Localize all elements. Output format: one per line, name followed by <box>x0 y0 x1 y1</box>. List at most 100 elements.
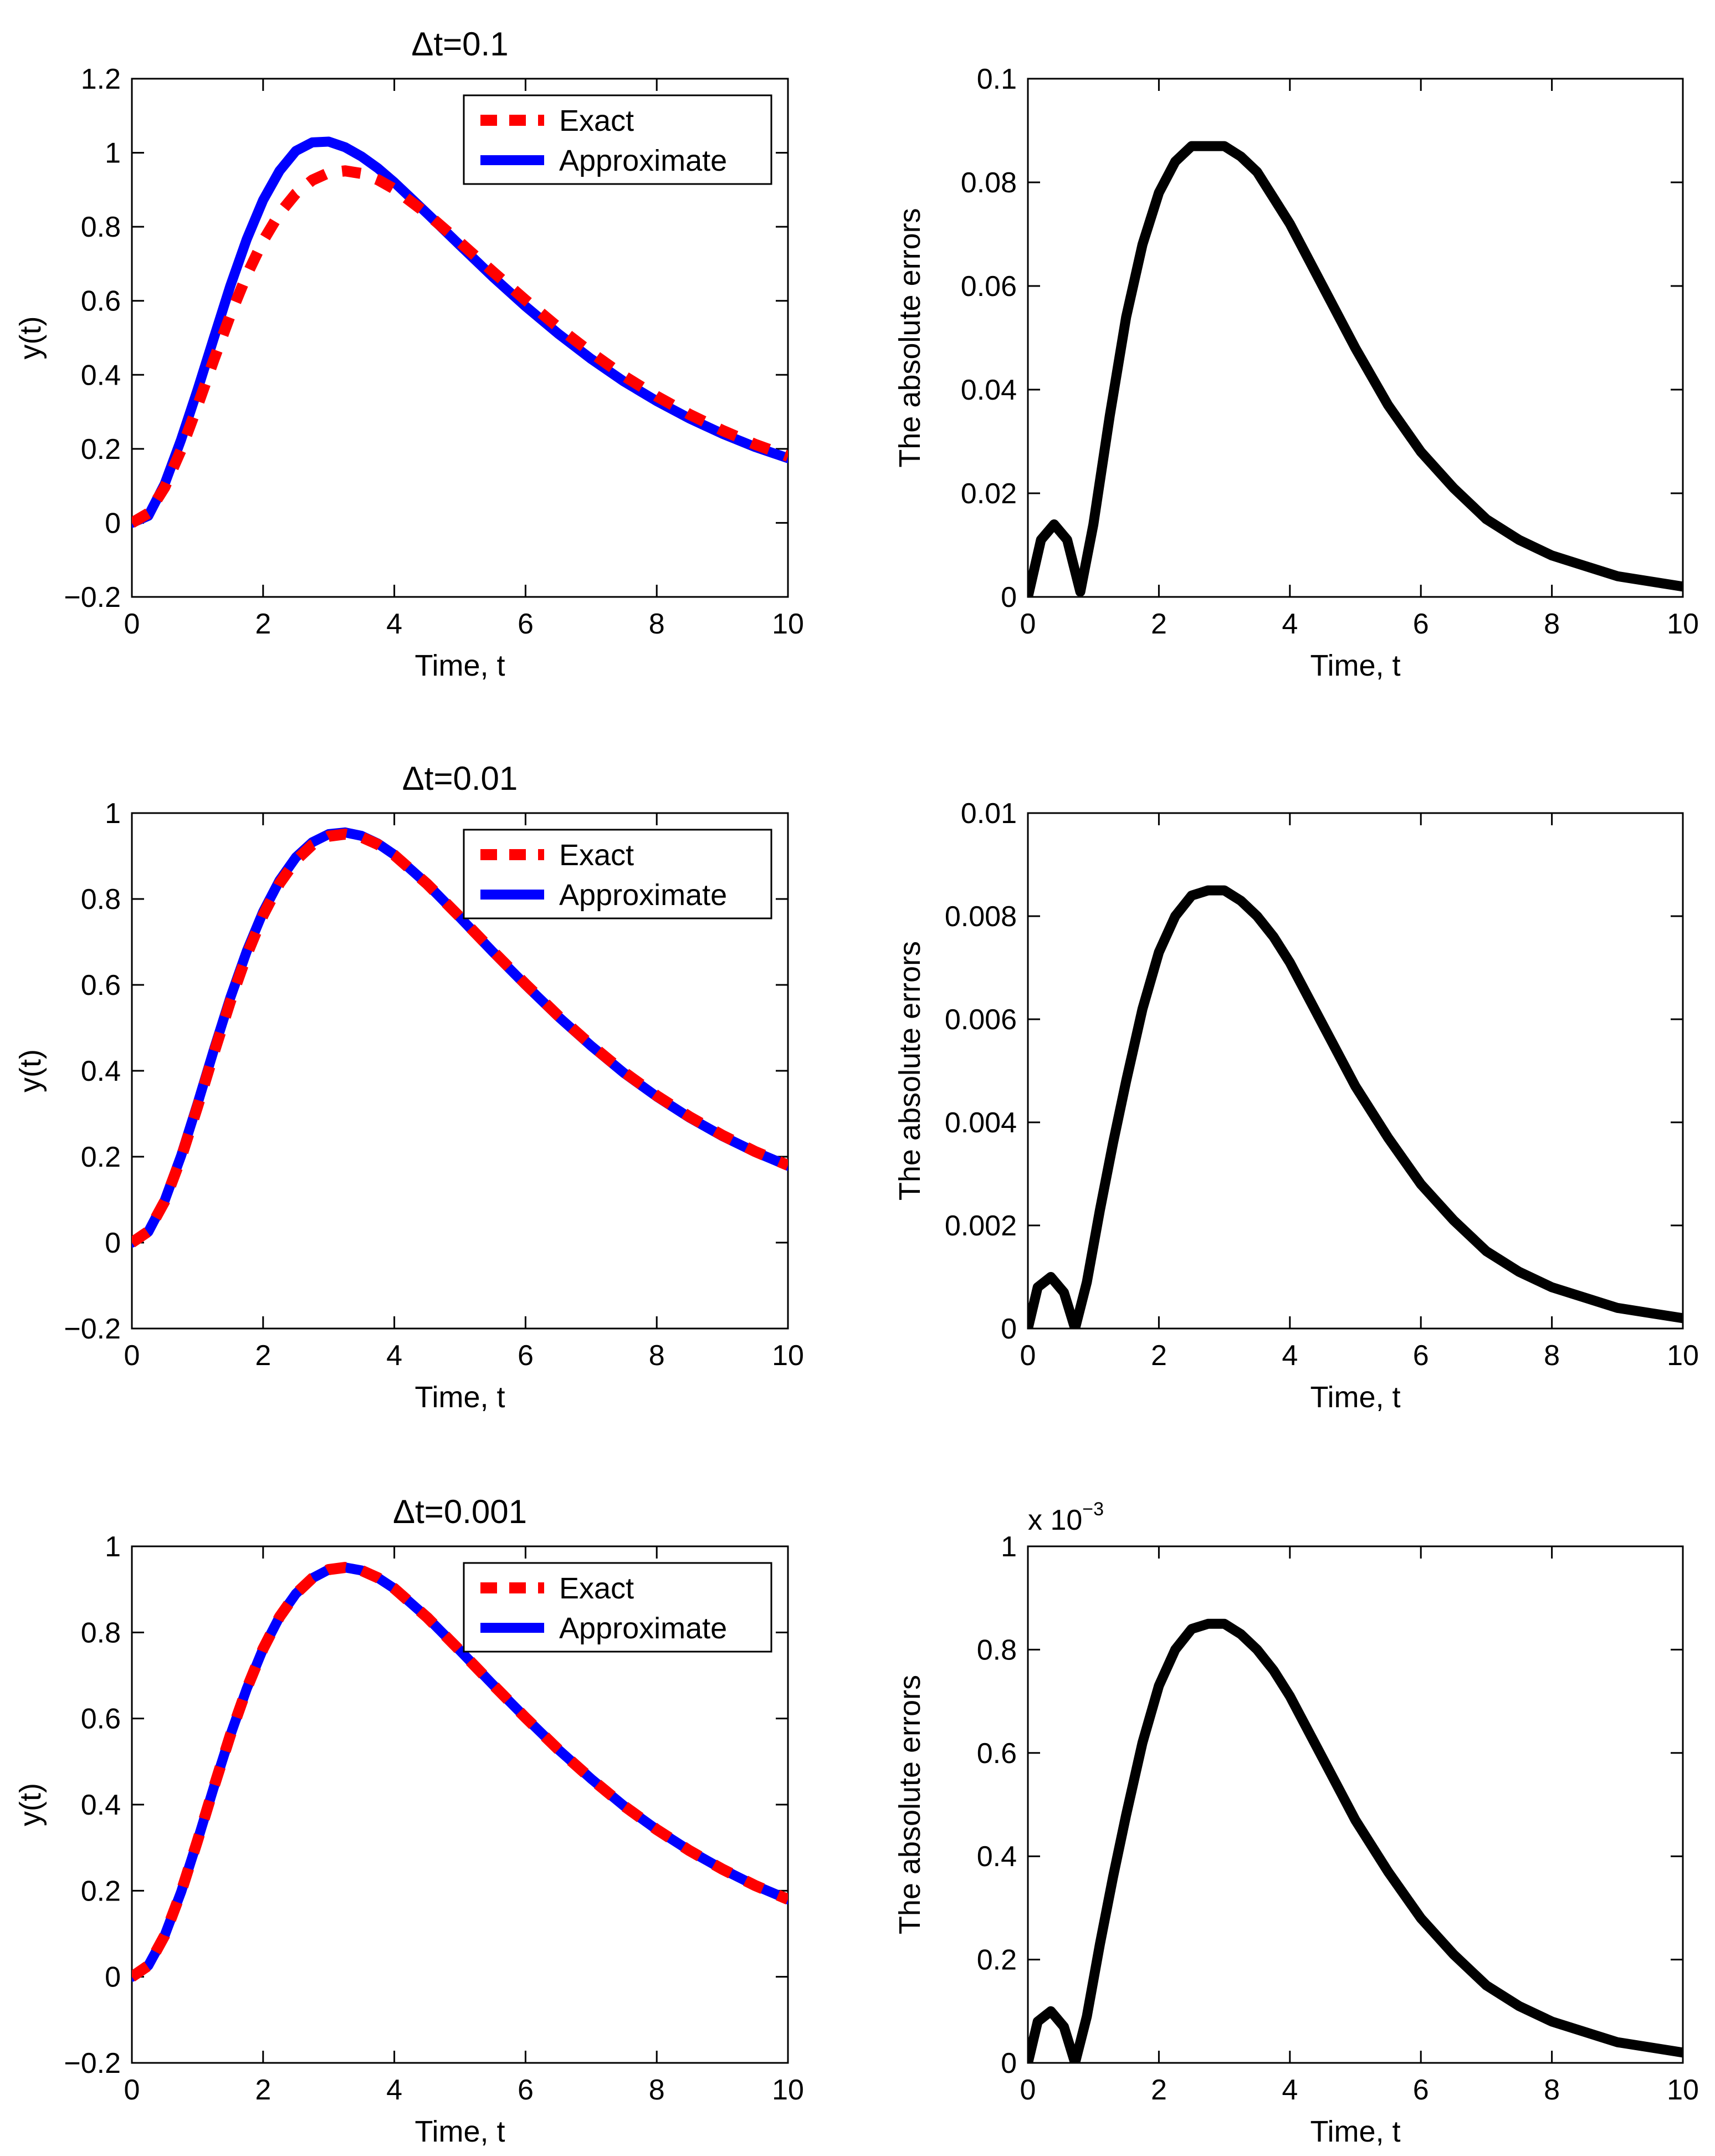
y-tick-label: 0.08 <box>961 167 1017 199</box>
x-tick-label: 0 <box>124 1340 140 1372</box>
y-tick-label: 0.1 <box>977 63 1017 95</box>
legend-label-exact: Exact <box>559 104 634 137</box>
legend-label-exact: Exact <box>559 839 634 872</box>
y-tick-label: 0 <box>1001 581 1017 614</box>
legend-box <box>463 829 772 919</box>
x-tick-label: 8 <box>1544 608 1560 640</box>
series-line-exact <box>132 165 788 528</box>
y-tick-label: 0.4 <box>81 1789 121 1821</box>
x-tick-label: 6 <box>1413 1340 1429 1372</box>
x-tick-label: 4 <box>386 1340 402 1372</box>
series-line-error <box>1028 141 1683 597</box>
axes-frame <box>131 78 789 598</box>
y-tick-label: 0.4 <box>977 1841 1017 1873</box>
x-tick-label: 0 <box>1020 1340 1036 1372</box>
y-tick-label: 0.06 <box>961 270 1017 303</box>
x-tick-label: 8 <box>649 1340 665 1372</box>
x-tick-label: 8 <box>1544 2074 1560 2106</box>
legend: Exact Approximate <box>463 1562 772 1653</box>
axes-frame <box>1027 78 1684 598</box>
legend: Exact Approximate <box>463 94 772 185</box>
y-tick-label: −0.2 <box>64 581 121 614</box>
y-scale-label: x 10−3 <box>1028 1499 1104 1536</box>
chart-title: Δt=0.01 <box>402 760 518 797</box>
y-tick-label: 0.008 <box>945 901 1017 933</box>
y-tick-label: 0.2 <box>977 1944 1017 1976</box>
y-tick-label: 1 <box>1001 1531 1017 1563</box>
x-tick-label: 2 <box>255 1340 271 1372</box>
y-axis-label: y(t) <box>14 316 47 360</box>
subplot-6: 0 2 4 6 8 10 0 0.2 0.4 0.6 0.8 1 x 10−3 Time, t The ab… <box>893 1499 1699 2148</box>
chart-title: Δt=0.001 <box>393 1493 527 1530</box>
x-tick-label: 6 <box>518 2074 534 2106</box>
x-axis-label: Time, t <box>414 649 505 682</box>
y-scale-base: x 10 <box>1028 1504 1082 1536</box>
x-tick-label: 8 <box>1544 1340 1560 1372</box>
legend: Exact Approximate <box>463 829 772 919</box>
x-axis-label: Time, t <box>1310 649 1400 682</box>
x-tick-label: 4 <box>1282 1340 1298 1372</box>
x-tick-label: 2 <box>255 2074 271 2106</box>
y-tick-label: 0.8 <box>81 1617 121 1649</box>
x-tick-label: 8 <box>649 608 665 640</box>
y-axis-label: The absolute errors <box>893 941 926 1200</box>
legend-label-approximate: Approximate <box>559 144 727 177</box>
x-axis-label: Time, t <box>1310 1381 1400 1414</box>
x-tick-label: 4 <box>386 2074 402 2106</box>
y-tick-label: 0.6 <box>81 285 121 318</box>
legend-box <box>463 1562 772 1653</box>
y-tick-label: 0 <box>105 507 121 539</box>
y-tick-label: 0.2 <box>81 433 121 466</box>
x-axis-label: Time, t <box>1310 2115 1400 2148</box>
x-tick-label: 10 <box>1667 1340 1699 1372</box>
y-tick-label: 1.2 <box>81 63 121 95</box>
y-axis-label: y(t) <box>14 1783 47 1826</box>
y-scale-exponent: −3 <box>1082 1499 1104 1520</box>
x-tick-label: 10 <box>772 2074 804 2106</box>
x-tick-label: 0 <box>1020 608 1036 640</box>
x-tick-label: 10 <box>1667 608 1699 640</box>
x-tick-label: 2 <box>1151 2074 1167 2106</box>
x-tick-label: 0 <box>124 2074 140 2106</box>
x-tick-label: 0 <box>1020 2074 1036 2106</box>
x-tick-label: 10 <box>772 608 804 640</box>
x-tick-label: 6 <box>518 1340 534 1372</box>
x-tick-label: 0 <box>124 608 140 640</box>
x-tick-label: 6 <box>518 608 534 640</box>
legend-label-exact: Exact <box>559 1572 634 1605</box>
x-tick-label: 2 <box>1151 608 1167 640</box>
x-tick-label: 4 <box>1282 608 1298 640</box>
y-tick-label: 0.8 <box>81 883 121 916</box>
x-tick-label: 6 <box>1413 2074 1429 2106</box>
x-tick-label: 4 <box>1282 2074 1298 2106</box>
y-tick-label: 1 <box>105 1531 121 1563</box>
series-line-error <box>1028 1618 1683 2063</box>
y-tick-label: −0.2 <box>64 2047 121 2080</box>
subplot-4: 0 2 4 6 8 10 0 0.002 0.004 0.006 0.008 0.01 Time, t T… <box>893 798 1699 1414</box>
series-line-error <box>1028 885 1683 1329</box>
y-axis-label: y(t) <box>14 1049 47 1092</box>
y-tick-label: 0.6 <box>81 969 121 1002</box>
y-tick-label: 0.8 <box>977 1634 1017 1666</box>
y-tick-label: 0.01 <box>961 798 1017 830</box>
series-line-exact <box>132 829 788 1248</box>
y-tick-label: 0.8 <box>81 211 121 243</box>
x-axis-label: Time, t <box>414 1381 505 1414</box>
x-tick-label: 10 <box>772 1340 804 1372</box>
y-tick-label: 0.2 <box>81 1875 121 1907</box>
y-tick-label: 0 <box>105 1227 121 1259</box>
x-tick-label: 8 <box>649 2074 665 2106</box>
subplot-2: 0 2 4 6 8 10 0 0.02 0.04 0.06 0.08 0.1 Time, t The ab… <box>893 63 1699 682</box>
y-tick-label: 0.002 <box>945 1210 1017 1242</box>
y-tick-label: 0.4 <box>81 1055 121 1087</box>
y-tick-label: 0 <box>1001 1313 1017 1345</box>
y-tick-label: 0.6 <box>977 1738 1017 1770</box>
y-tick-label: −0.2 <box>64 1313 121 1345</box>
y-tick-label: 0.4 <box>81 359 121 391</box>
legend-label-approximate: Approximate <box>559 878 727 912</box>
x-tick-label: 2 <box>1151 1340 1167 1372</box>
